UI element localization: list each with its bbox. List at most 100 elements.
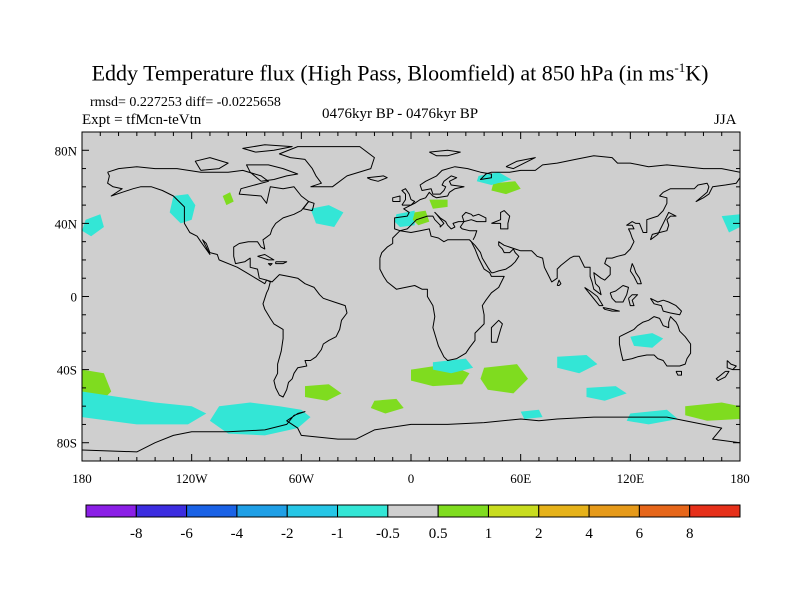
coastline-15 bbox=[194, 157, 229, 171]
axis-ticks: 180 120W 60W 0 60E 120E 180 80N 40N 0 40S 80S bbox=[55, 131, 750, 486]
lat-tick-label: 0 bbox=[71, 290, 78, 305]
plot-title: Eddy Temperature flux (High Pass, Bloomf… bbox=[0, 60, 800, 86]
colorbar-swatch bbox=[538, 504, 590, 518]
coastline-30 bbox=[715, 370, 730, 382]
coastline-33 bbox=[275, 261, 288, 265]
colorbar-swatch bbox=[337, 504, 389, 518]
period-label: 0476kyr BP - 0476kyr BP bbox=[322, 106, 479, 122]
coastline-14 bbox=[278, 146, 375, 188]
coastline-10 bbox=[302, 201, 315, 212]
colorbar-label: -1 bbox=[331, 526, 344, 542]
colorbar-label: -2 bbox=[281, 526, 294, 542]
anomaly-neg-23 bbox=[520, 409, 543, 419]
colorbar-swatch bbox=[487, 504, 540, 518]
coastline-9 bbox=[82, 411, 740, 453]
coastline-7 bbox=[491, 210, 511, 230]
coastline-8 bbox=[618, 316, 692, 367]
coastline-2 bbox=[379, 228, 505, 361]
coastline-5 bbox=[461, 211, 487, 223]
colorbar-swatch bbox=[387, 504, 439, 518]
colorbar-swatch bbox=[689, 504, 741, 518]
colorbar-swatch bbox=[85, 504, 137, 518]
anomaly-layer bbox=[82, 172, 740, 436]
lon-tick-label: 0 bbox=[408, 471, 415, 486]
coastline-6 bbox=[469, 177, 740, 296]
coastline-16 bbox=[246, 164, 299, 182]
lat-tick-label: 40S bbox=[57, 363, 77, 378]
season-label: JJA bbox=[714, 112, 737, 128]
coastline-0 bbox=[107, 166, 310, 285]
experiment-label: Expt = tfMcn-teVtn bbox=[82, 112, 202, 128]
colorbar-swatch bbox=[186, 504, 238, 518]
colorbar-swatch bbox=[588, 504, 640, 518]
plot-title-end: K) bbox=[685, 60, 709, 86]
anomaly-neg-4 bbox=[394, 210, 415, 227]
anomaly-neg-0 bbox=[82, 214, 104, 237]
colorbar-label: -4 bbox=[231, 526, 244, 542]
coastline-1 bbox=[262, 274, 348, 398]
lon-tick-label: 60W bbox=[289, 471, 315, 486]
colorbar-label: -8 bbox=[130, 526, 143, 542]
colorbar-label: 0.5 bbox=[429, 526, 448, 542]
anomaly-neg-10 bbox=[630, 333, 664, 348]
anomaly-neg-9 bbox=[721, 214, 740, 233]
colorbar: -8 -6 -4 -2 -1 -0.5 0.5 1 2 4 6 8 bbox=[85, 504, 741, 542]
anomaly-pos-6 bbox=[429, 199, 448, 209]
coastline-11 bbox=[401, 188, 416, 206]
colorbar-label: 6 bbox=[636, 526, 644, 542]
colorbar-label: -6 bbox=[180, 526, 193, 542]
colorbar-swatch bbox=[638, 504, 691, 518]
coastline-23 bbox=[609, 285, 629, 303]
anomaly-neg-13 bbox=[209, 402, 311, 436]
anomaly-pos-18 bbox=[480, 364, 528, 394]
lon-tick-label: 60E bbox=[510, 471, 531, 486]
plot-title-superscript: -1 bbox=[674, 60, 686, 75]
coastline-13 bbox=[366, 175, 388, 182]
coastline-24 bbox=[628, 294, 639, 307]
coastline-28 bbox=[675, 370, 682, 376]
anomaly-neg-12 bbox=[82, 391, 207, 425]
lon-tick-label: 180 bbox=[72, 471, 92, 486]
anomaly-pos-22 bbox=[685, 402, 740, 421]
coastline-29 bbox=[726, 360, 737, 371]
colorbar-swatch bbox=[236, 504, 288, 518]
anomaly-neg-1 bbox=[169, 194, 196, 224]
lat-tick-label: 80N bbox=[55, 143, 78, 158]
anomaly-neg-3 bbox=[310, 205, 344, 227]
coastline-20 bbox=[649, 211, 677, 241]
coastline-34 bbox=[267, 263, 273, 266]
lat-tick-label: 40N bbox=[55, 216, 78, 231]
colorbar-label: 1 bbox=[485, 526, 493, 542]
coastline-18 bbox=[429, 149, 461, 157]
lon-tick-label: 120E bbox=[617, 471, 645, 486]
coastline-19 bbox=[505, 157, 536, 170]
coastline-21 bbox=[584, 286, 604, 307]
anomaly-neg-17 bbox=[432, 358, 474, 374]
anomaly-neg-20 bbox=[586, 386, 627, 401]
colorbar-label: 8 bbox=[686, 526, 694, 542]
coastline-12 bbox=[392, 195, 401, 202]
coastline-31 bbox=[556, 279, 562, 286]
anomaly-pos-7 bbox=[491, 181, 521, 195]
plot-title-main: Eddy Temperature flux (High Pass, Bloomf… bbox=[91, 60, 675, 86]
colorbar-label: -0.5 bbox=[376, 526, 400, 542]
coastline-layer bbox=[82, 144, 740, 453]
colorbar-swatch bbox=[135, 504, 188, 518]
colorbar-swatch bbox=[437, 504, 489, 518]
colorbar-swatch bbox=[286, 504, 339, 518]
stats-label: rmsd= 0.227253 diff= -0.0225658 bbox=[90, 95, 281, 110]
lat-tick-label: 80S bbox=[57, 436, 77, 451]
anomaly-pos-14 bbox=[305, 384, 342, 401]
lon-tick-label: 120W bbox=[176, 471, 209, 486]
anomaly-neg-19 bbox=[557, 355, 598, 374]
coastline-32 bbox=[257, 254, 275, 261]
coastline-3 bbox=[394, 155, 740, 232]
colorbar-label: 4 bbox=[585, 526, 593, 542]
coastline-17 bbox=[242, 144, 293, 153]
colorbar-label: 2 bbox=[535, 526, 543, 542]
coastline-4 bbox=[399, 211, 478, 241]
lon-tick-label: 180 bbox=[730, 471, 750, 486]
coastline-26 bbox=[629, 263, 642, 285]
coastline-22 bbox=[602, 307, 620, 312]
